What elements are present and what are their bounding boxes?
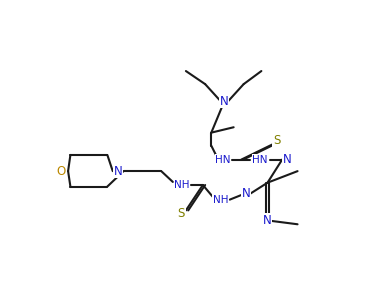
Text: O: O [56, 165, 66, 178]
Text: N: N [282, 153, 291, 166]
Text: S: S [273, 134, 280, 147]
Text: NH: NH [174, 180, 190, 190]
Text: N: N [242, 187, 250, 200]
Text: HN: HN [252, 154, 267, 165]
Text: NH: NH [213, 195, 228, 205]
Text: N: N [220, 95, 229, 108]
Text: N: N [114, 165, 122, 178]
Text: S: S [178, 207, 185, 220]
Text: N: N [263, 214, 272, 227]
Text: HN: HN [215, 154, 231, 165]
